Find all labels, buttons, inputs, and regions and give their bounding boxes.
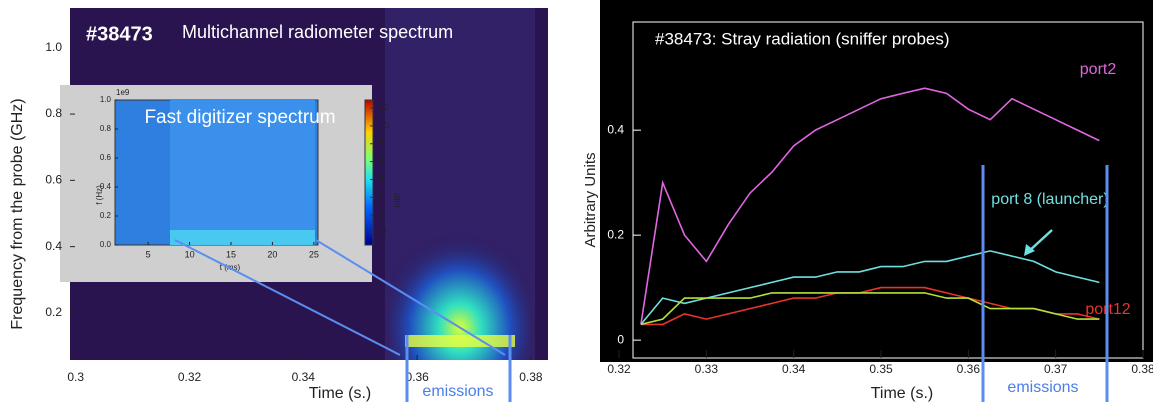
colorbar-tick-label: 2 (379, 192, 384, 202)
inset-plot-band (170, 100, 315, 245)
y-tick-label: 0.0 (100, 240, 112, 249)
y-tick-label: 1.0 (100, 95, 112, 104)
series-label: port 8 (launcher) (991, 191, 1108, 208)
colorbar (364, 99, 374, 246)
series-label: port2 (1080, 61, 1117, 78)
y-tick-label: 0.2 (607, 227, 624, 241)
plot-bg (600, 0, 1153, 362)
series-line (640, 292, 1100, 326)
x-tick-label: 0.32 (178, 370, 202, 384)
x-tick-label: 0.36 (957, 362, 981, 376)
colorbar-tick-label: 4 (379, 174, 384, 184)
inset-y-label: f (Hz) (95, 185, 104, 205)
x-axis-label: Time (s.) (871, 385, 934, 402)
x-tick-label: 0.36 (405, 370, 429, 384)
spectrogram-hot (390, 200, 530, 360)
arrow-line (1027, 229, 1053, 253)
y-tick-label: 0.4 (607, 122, 624, 136)
arrow-head (1024, 244, 1035, 256)
colorbar-label: (dB) (393, 192, 402, 207)
inset-scale-label: 1e9 (116, 88, 130, 97)
x-axis-label: Time (s.) (309, 385, 372, 402)
y-tick-label: 0.6 (45, 173, 62, 187)
x-tick-label: 0.34 (782, 362, 806, 376)
y-axis-label: Frequency from the probe (GHz) (9, 98, 26, 329)
x-tick-label: 0.34 (292, 370, 316, 384)
chart-title: #38473 (86, 23, 153, 45)
colorbar-tick-label: 0 (379, 210, 384, 220)
y-tick-label: 0.8 (100, 124, 112, 133)
y-tick-label: 0.6 (100, 153, 112, 162)
arrow-line (315, 239, 506, 356)
colorbar-tick-label: 8 (379, 138, 384, 148)
x-tick-label: 0.3 (67, 370, 84, 384)
x-tick-label: 5 (146, 249, 151, 259)
plot-frame (632, 21, 1144, 359)
x-tick-label: 20 (267, 249, 277, 259)
x-tick-label: 0.32 (607, 362, 631, 376)
x-tick-label: 0.35 (869, 362, 893, 376)
y-axis-label: Arbitrary Units (582, 152, 599, 247)
series-line (640, 87, 1100, 325)
x-tick-label: 0.38 (519, 370, 543, 384)
x-tick-label: 0.37 (1044, 362, 1068, 376)
x-tick-label: 0.33 (695, 362, 719, 376)
colorbar-tick-label: 10 (379, 120, 389, 130)
y-tick-label: 0.2 (45, 305, 62, 319)
x-tick-label: 10 (185, 249, 195, 259)
y-tick-label: 0.8 (45, 106, 62, 120)
arrow-line (174, 239, 401, 356)
series-line (640, 250, 1100, 325)
y-tick-label: 1.0 (45, 40, 62, 54)
annotation: emissions (1007, 379, 1078, 396)
y-tick-label: 0.4 (45, 239, 62, 253)
chart-title: #38473: Stray radiation (sniffer probes) (655, 29, 950, 48)
spectrogram-hot (405, 335, 515, 347)
chart-layer: 0.3 0.32 0.34 0.36 0.38 0.2 0.4 0.6 0.8 1.0 #38473… (9, 22, 1153, 402)
x-tick-label: 15 (226, 249, 236, 259)
inset-plot-band (170, 230, 315, 245)
y-tick-label: 0.2 (100, 211, 112, 220)
chart-subtitle: Multichannel radiometer spectrum (182, 22, 453, 42)
y-tick-label: 0 (617, 332, 624, 346)
x-tick-label: 0.38 (1131, 362, 1153, 376)
annotation: emissions (422, 383, 493, 400)
colorbar-tick-label: 12 (379, 102, 389, 112)
colorbar-tick-label: 6 (379, 156, 384, 166)
inset-title: Fast digitizer spectrum (144, 107, 335, 128)
colorbar-tick-label: -2 (379, 227, 387, 237)
y-tick-label: 0.4 (100, 182, 112, 191)
x-tick-label: 25 (309, 249, 319, 259)
